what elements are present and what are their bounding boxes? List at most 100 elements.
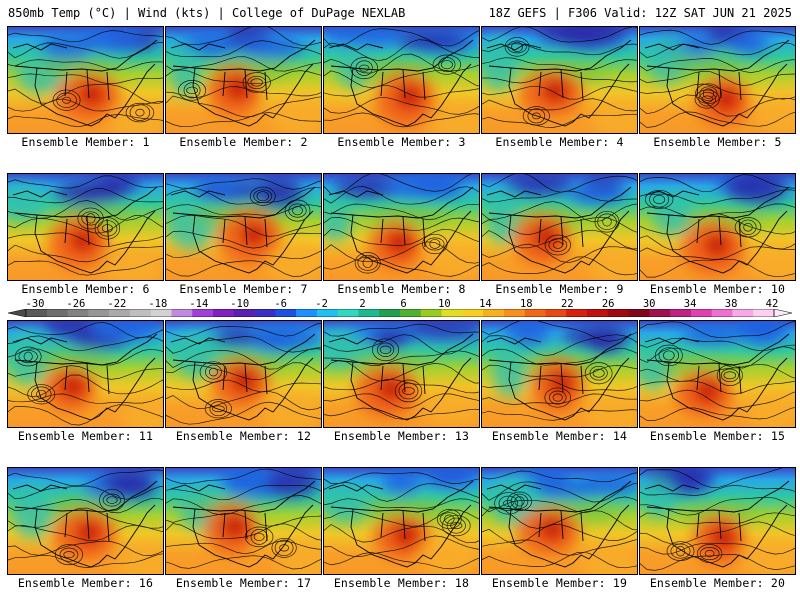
ensemble-map-18	[323, 467, 480, 575]
colorbar-tick-label: -22	[107, 298, 127, 310]
map-frame	[323, 467, 480, 575]
ensemble-map-5	[639, 26, 796, 134]
ensemble-member-label: Ensemble Member: 16	[17, 576, 154, 590]
temperature-field	[639, 320, 796, 428]
colorbar-swatch	[150, 309, 172, 317]
temperature-field	[481, 26, 638, 134]
temperature-field	[165, 173, 322, 281]
colorbar-swatch	[670, 309, 692, 317]
temperature-field	[165, 467, 322, 575]
map-frame	[7, 320, 164, 428]
temperature-field	[7, 320, 164, 428]
ensemble-member-label: Ensemble Member: 10	[649, 282, 786, 296]
colorbar: -30 -26 -22 -18 -14 -10 -6 -2 2 6 10 14 18 22 26 30 34 38…	[8, 298, 792, 318]
ensemble-map-2	[165, 26, 322, 134]
ensemble-map-15	[639, 320, 796, 428]
map-frame	[639, 26, 796, 134]
ensemble-map-3	[323, 26, 480, 134]
ensemble-map-7	[165, 173, 322, 281]
colorbar-swatch	[233, 309, 255, 317]
ensemble-map-4	[481, 26, 638, 134]
colorbar-swatch	[483, 309, 505, 317]
colorbar-tick-label: 30	[642, 298, 656, 310]
colorbar-tick-label: 6	[400, 298, 407, 310]
colorbar-tick-label: -10	[230, 298, 250, 310]
map-frame	[165, 467, 322, 575]
temperature-field	[639, 173, 796, 281]
ensemble-map-12	[165, 320, 322, 428]
colorbar-swatch	[607, 309, 629, 317]
colorbar-max-arrow	[773, 309, 792, 317]
colorbar-swatch	[109, 309, 131, 317]
temperature-field	[639, 467, 796, 575]
colorbar-tick-label: 22	[560, 298, 574, 310]
colorbar-swatch	[732, 309, 754, 317]
colorbar-swatch	[420, 309, 442, 317]
ensemble-member-label: Ensemble Member: 7	[179, 282, 308, 296]
colorbar-swatch	[129, 309, 152, 317]
colorbar-swatch	[690, 309, 713, 317]
ensemble-map-6	[7, 173, 164, 281]
map-frame	[481, 173, 638, 281]
colorbar-swatch	[400, 309, 422, 317]
colorbar-tick-label: -30	[25, 298, 45, 310]
map-frame	[481, 320, 638, 428]
colorbar-swatch	[379, 309, 401, 317]
ensemble-member-label: Ensemble Member: 13	[333, 429, 470, 443]
colorbar-swatch	[296, 309, 318, 317]
ensemble-member-label: Ensemble Member: 19	[491, 576, 628, 590]
ensemble-member-label: Ensemble Member: 18	[333, 576, 470, 590]
ensemble-member-label: Ensemble Member: 3	[337, 135, 466, 149]
colorbar-tick-label: -6	[274, 298, 288, 310]
temperature-field	[7, 26, 164, 134]
temperature-field	[323, 173, 480, 281]
colorbar-tick-label: 38	[724, 298, 738, 310]
colorbar-scale	[8, 309, 792, 317]
temperature-field	[323, 320, 480, 428]
colorbar-swatch	[358, 309, 380, 317]
colorbar-tick-label: 34	[683, 298, 697, 310]
ensemble-map-9	[481, 173, 638, 281]
ensemble-member-label: Ensemble Member: 4	[495, 135, 624, 149]
map-frame	[7, 26, 164, 134]
temperature-field	[323, 467, 480, 575]
temperature-field	[481, 467, 638, 575]
ensemble-map-17	[165, 467, 322, 575]
colorbar-swatch	[337, 309, 359, 317]
ensemble-member-label: Ensemble Member: 15	[649, 429, 786, 443]
colorbar-swatch	[441, 309, 463, 317]
colorbar-swatch	[67, 309, 89, 317]
colorbar-swatch	[524, 309, 546, 317]
temperature-field	[7, 173, 164, 281]
temperature-field	[7, 467, 164, 575]
ensemble-member-label: Ensemble Member: 5	[653, 135, 782, 149]
map-frame	[639, 467, 796, 575]
colorbar-swatch	[587, 309, 609, 317]
temperature-field	[481, 320, 638, 428]
colorbar-tick-label: 18	[519, 298, 533, 310]
map-frame	[7, 467, 164, 575]
colorbar-tick-label: 26	[601, 298, 615, 310]
ensemble-map-20	[639, 467, 796, 575]
colorbar-labels: -30 -26 -22 -18 -14 -10 -6 -2 2 6 10 14 18 22 26 30 34 38…	[8, 298, 792, 310]
ensemble-member-label: Ensemble Member: 20	[649, 576, 786, 590]
ensemble-member-label: Ensemble Member: 17	[175, 576, 312, 590]
map-frame	[165, 173, 322, 281]
map-frame	[639, 320, 796, 428]
ensemble-map-13	[323, 320, 480, 428]
colorbar-swatch	[26, 309, 48, 317]
colorbar-swatch	[628, 309, 650, 317]
map-frame	[481, 467, 638, 575]
colorbar-tick-label: 2	[359, 298, 366, 310]
temperature-field	[639, 26, 796, 134]
map-frame	[323, 320, 480, 428]
colorbar-min-arrow	[8, 309, 27, 317]
map-frame	[639, 173, 796, 281]
ensemble-member-label: Ensemble Member: 14	[491, 429, 628, 443]
colorbar-swatch	[545, 309, 567, 317]
colorbar-swatch	[88, 309, 110, 317]
map-frame	[165, 26, 322, 134]
colorbar-swatch	[566, 309, 588, 317]
colorbar-tick-label: -2	[315, 298, 328, 310]
colorbar-tick-label: 42	[765, 298, 779, 310]
